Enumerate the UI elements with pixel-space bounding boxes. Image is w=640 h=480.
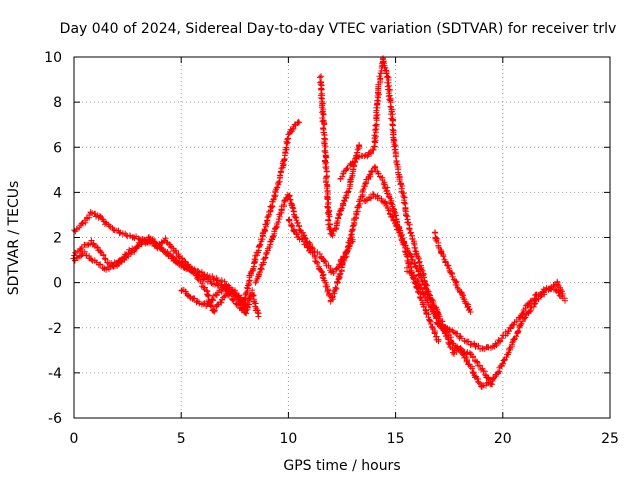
y-tick-label: 2 bbox=[53, 231, 62, 247]
y-tick-label: 10 bbox=[44, 50, 62, 66]
x-tick-label: 5 bbox=[177, 431, 186, 447]
y-tick-labels: -6 -4 -2 0 2 4 6 8 10 bbox=[44, 50, 62, 427]
series-sat-k bbox=[431, 229, 474, 315]
y-tick-label: 8 bbox=[53, 95, 62, 111]
chart-title: Day 040 of 2024, Sidereal Day-to-day VTE… bbox=[60, 21, 617, 37]
y-tick-label: -2 bbox=[48, 321, 62, 337]
x-tick-label: 0 bbox=[70, 431, 79, 447]
data-point-markers bbox=[178, 284, 251, 314]
y-tick-label: -6 bbox=[48, 411, 62, 427]
x-tick-label: 15 bbox=[387, 431, 405, 447]
y-tick-label: 4 bbox=[53, 185, 62, 201]
grid bbox=[73, 56, 611, 419]
x-axis-label: GPS time / hours bbox=[283, 458, 400, 474]
data-point-markers bbox=[70, 234, 262, 320]
data-point-markers bbox=[337, 55, 496, 388]
y-tick-label: 0 bbox=[53, 276, 62, 292]
y-tick-label: -4 bbox=[48, 366, 62, 382]
series-sat-d bbox=[178, 284, 251, 314]
y-tick-label: 6 bbox=[53, 140, 62, 156]
series-sat-g bbox=[316, 73, 363, 239]
series-sat-i bbox=[361, 191, 568, 352]
x-tick-label: 20 bbox=[494, 431, 512, 447]
series-sat-c bbox=[70, 234, 262, 320]
data-point-markers bbox=[404, 264, 566, 390]
x-tick-label: 10 bbox=[279, 431, 297, 447]
series-sat-j bbox=[404, 264, 566, 390]
y-axis-label: SDTVAR / TECUs bbox=[6, 181, 22, 296]
data-point-markers bbox=[316, 73, 363, 239]
data-point-markers bbox=[431, 229, 474, 315]
plot-frame bbox=[73, 56, 611, 419]
x-tick-label: 25 bbox=[601, 431, 619, 447]
series-sat-h bbox=[337, 55, 496, 388]
data-point-markers bbox=[361, 191, 568, 352]
x-tick-labels: 0 5 10 15 20 25 bbox=[70, 431, 619, 447]
data-marks bbox=[70, 55, 568, 390]
series-sat-f bbox=[285, 163, 442, 345]
data-point-markers bbox=[285, 163, 442, 345]
